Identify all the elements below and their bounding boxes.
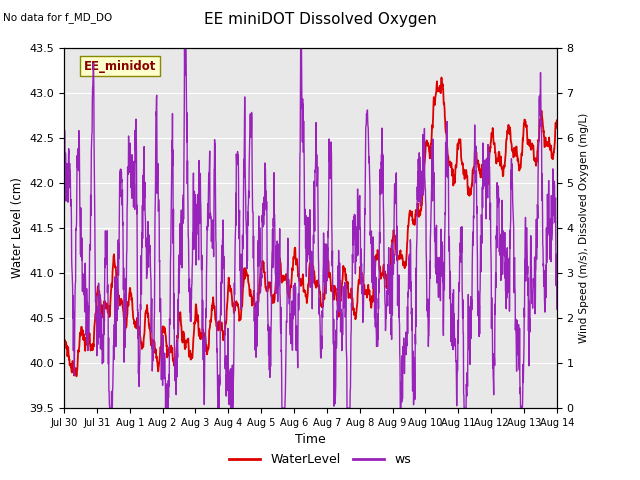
WaterLevel bbox=[539, 120, 547, 126]
Text: EE miniDOT Dissolved Oxygen: EE miniDOT Dissolved Oxygen bbox=[204, 12, 436, 27]
WaterLevel bbox=[539, 124, 547, 130]
Line: WaterLevel: WaterLevel bbox=[64, 77, 557, 376]
WaterLevel bbox=[287, 285, 294, 290]
ws bbox=[106, 405, 113, 411]
ws bbox=[60, 183, 68, 189]
ws bbox=[539, 242, 547, 248]
Legend: WaterLevel, ws: WaterLevel, ws bbox=[224, 448, 416, 471]
WaterLevel bbox=[449, 168, 456, 174]
WaterLevel bbox=[438, 74, 445, 80]
WaterLevel bbox=[300, 288, 308, 293]
Text: No data for f_MD_DO: No data for f_MD_DO bbox=[3, 12, 113, 23]
ws bbox=[180, 45, 188, 51]
WaterLevel bbox=[86, 330, 93, 336]
Text: EE_minidot: EE_minidot bbox=[84, 60, 156, 72]
ws bbox=[85, 306, 93, 312]
X-axis label: Time: Time bbox=[295, 433, 326, 446]
WaterLevel bbox=[60, 343, 68, 348]
Y-axis label: Water Level (cm): Water Level (cm) bbox=[11, 178, 24, 278]
ws bbox=[287, 341, 295, 347]
ws bbox=[300, 152, 308, 157]
ws bbox=[449, 306, 456, 312]
ws bbox=[539, 245, 547, 251]
WaterLevel bbox=[553, 118, 561, 123]
ws bbox=[553, 306, 561, 312]
Line: ws: ws bbox=[64, 48, 557, 408]
WaterLevel bbox=[73, 373, 81, 379]
Y-axis label: Wind Speed (m/s), Dissolved Oxygen (mg/L): Wind Speed (m/s), Dissolved Oxygen (mg/L… bbox=[579, 113, 589, 343]
